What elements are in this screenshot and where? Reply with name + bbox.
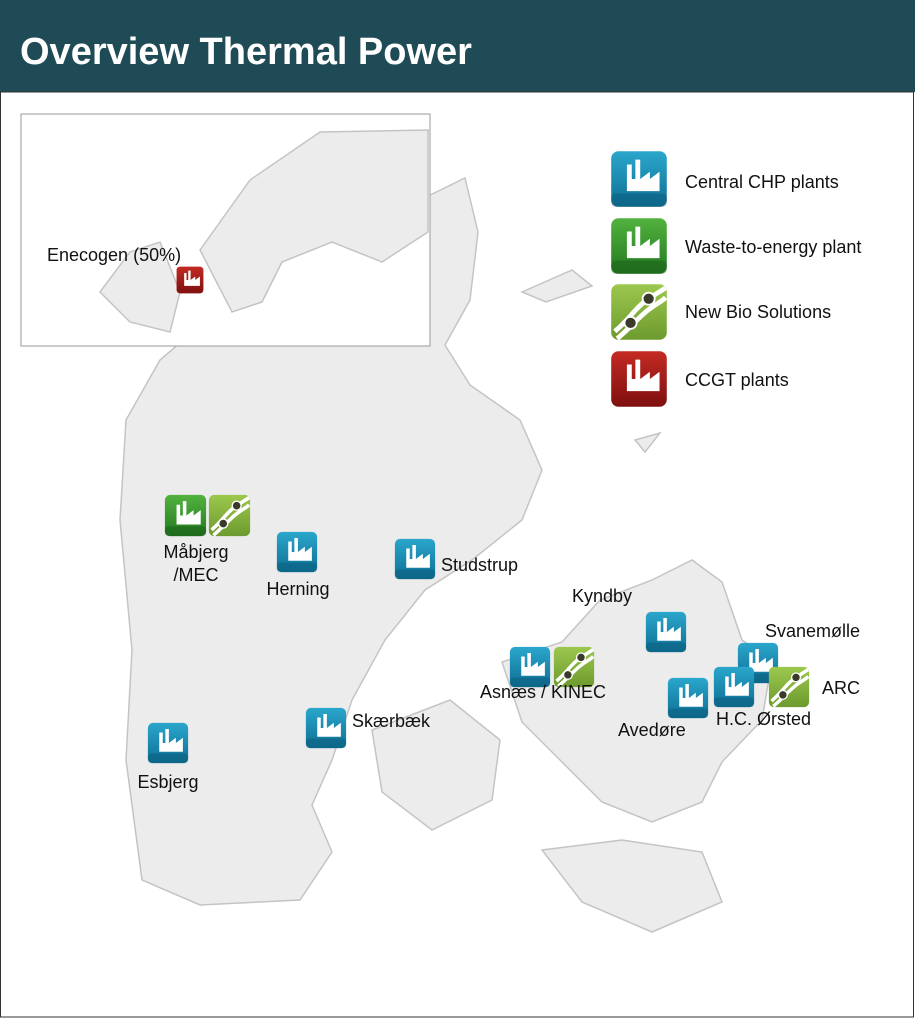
plants: Måbjerg /MEC Herning Studstrup Kyndby As… — [137, 494, 860, 792]
inset-map — [99, 129, 429, 333]
legend-icon — [611, 218, 667, 274]
site-label: Avedøre — [618, 720, 686, 740]
plant-icon — [306, 708, 346, 748]
legend-icon — [611, 351, 667, 407]
plant-icon — [395, 539, 435, 579]
legend-label: Waste-to-energy plant — [685, 237, 861, 257]
site-label: Esbjerg — [137, 772, 198, 792]
header-bar — [0, 0, 915, 92]
site-label: Herning — [266, 579, 329, 599]
plant-icon — [277, 532, 317, 572]
site-label: H.C. Ørsted — [716, 709, 811, 729]
legend-label: New Bio Solutions — [685, 302, 831, 322]
site-label: /MEC — [174, 565, 219, 585]
site-label: Studstrup — [441, 555, 518, 575]
legend-label: Central CHP plants — [685, 172, 839, 192]
frame — [0, 91, 914, 1018]
legend-icon — [611, 151, 667, 207]
title: Overview Thermal Power — [20, 31, 472, 73]
plant-icon — [768, 666, 810, 708]
site-label: ARC — [822, 678, 860, 698]
site-label: Kyndby — [572, 586, 632, 606]
inset-label: Enecogen (50%) — [47, 245, 181, 265]
site-label: Asnæs / KINEC — [480, 682, 606, 702]
plant-icon — [208, 494, 251, 537]
plant-icon — [148, 723, 188, 763]
plant-icon — [668, 678, 708, 718]
ccgt-icon — [177, 267, 204, 294]
denmark — [119, 176, 773, 933]
legend-icon — [611, 284, 667, 340]
site-label: Skærbæk — [352, 711, 431, 731]
legend: Central CHP plants Waste-to-energy plant… — [611, 151, 861, 407]
site-label: Måbjerg — [163, 542, 228, 562]
site-label: Svanemølle — [765, 621, 860, 641]
plant-icon — [646, 612, 686, 652]
plant-icon — [714, 667, 754, 707]
legend-label: CCGT plants — [685, 370, 789, 390]
plant-icon — [165, 495, 206, 536]
